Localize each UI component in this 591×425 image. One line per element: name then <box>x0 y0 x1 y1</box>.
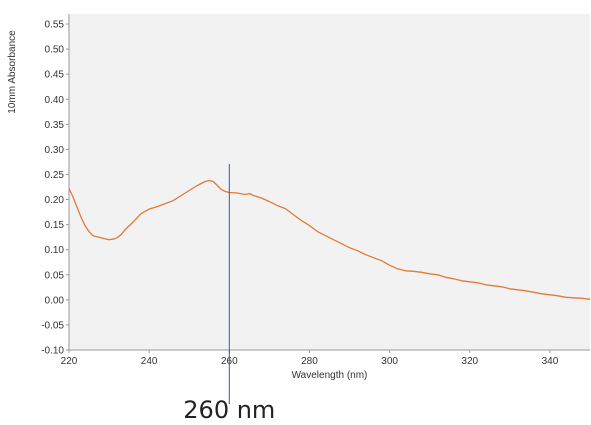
y-tick-label: 0.55 <box>45 20 65 31</box>
x-tick-label: 240 <box>141 356 158 367</box>
y-tick-label: -0.10 <box>41 346 64 357</box>
absorbance-series-line <box>68 179 591 300</box>
y-tick-label: 0.40 <box>45 95 65 106</box>
x-tick-label: 300 <box>381 356 398 367</box>
y-tick-label: 0.15 <box>45 220 65 231</box>
x-tick-label: 220 <box>61 356 78 367</box>
x-tick-label: 280 <box>301 356 318 367</box>
x-axis-title: Wavelength (nm) <box>292 370 368 381</box>
plot-area <box>69 14 590 350</box>
x-axis-ticks: 220 240 260 280 300 320 340 <box>61 350 559 367</box>
y-tick-label: 0.00 <box>45 295 65 306</box>
y-tick-label: 0.10 <box>45 245 65 256</box>
wavelength-marker-label: 260 nm <box>183 396 275 424</box>
y-tick-label: 0.35 <box>45 120 65 131</box>
y-tick-label: 0.25 <box>45 170 65 181</box>
x-tick-label: 340 <box>542 356 559 367</box>
y-tick-label: 0.05 <box>45 270 65 281</box>
series-layer <box>68 179 591 300</box>
y-tick-label: 0.20 <box>45 195 65 206</box>
y-tick-label: 0.45 <box>45 70 65 81</box>
y-tick-label: -0.05 <box>41 320 64 331</box>
y-tick-label: 0.30 <box>45 145 65 156</box>
y-axis-ticks: -0.10 -0.05 0.00 0.05 0.10 0.15 0.20 0.25 0.30 0.… <box>41 20 69 357</box>
x-tick-label: 320 <box>461 356 478 367</box>
y-tick-label: 0.50 <box>45 45 65 56</box>
y-axis-title: 10mm Absorbance <box>7 30 18 114</box>
